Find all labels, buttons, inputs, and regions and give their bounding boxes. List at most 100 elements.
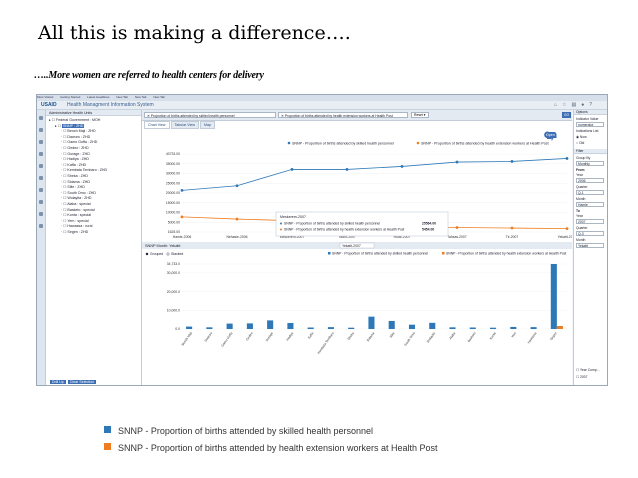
bookmark-new-tab[interactable]: New Tab	[116, 95, 128, 99]
nav-icon[interactable]	[39, 116, 43, 120]
tree-checkbox-icon[interactable]: ▸ ☐	[49, 118, 57, 122]
tree-checkbox-icon[interactable]: · ☐	[61, 168, 68, 173]
trend-data-point[interactable]	[455, 226, 459, 229]
tree-checkbox-icon[interactable]: · ☐	[61, 196, 68, 201]
tree-checkbox-icon[interactable]: · ☐	[61, 207, 68, 212]
bar[interactable]	[469, 327, 476, 329]
trend-data-point[interactable]	[510, 226, 514, 230]
bar[interactable]	[307, 327, 314, 329]
grouped-radio[interactable]	[145, 252, 149, 256]
bar[interactable]	[246, 323, 253, 329]
tree-item[interactable]: · ☐ Sidama : ZHD	[61, 180, 90, 184]
tree-checkbox-icon[interactable]: · ☐	[61, 129, 68, 134]
tree-item[interactable]: · ☐ Gurage : ZHD	[61, 152, 90, 156]
tree-checkbox-icon[interactable]: · ☐	[61, 185, 68, 190]
trend-data-point[interactable]	[235, 184, 239, 188]
star-icon[interactable]: ☆	[561, 102, 572, 108]
tree-item[interactable]: ▸ ☐ Federal Government : MOH	[49, 118, 100, 122]
nav-icon[interactable]	[39, 224, 43, 228]
tree-item[interactable]: · ☐ Dawuro : ZHD	[61, 135, 90, 139]
bar[interactable]	[556, 326, 563, 329]
bar[interactable]	[327, 327, 334, 329]
trend-data-point[interactable]	[180, 188, 184, 192]
tree-item[interactable]: · ☐ Gedeo : ZHD	[61, 146, 89, 150]
user-icon[interactable]: ●	[581, 102, 590, 108]
go-button[interactable]: GO	[562, 112, 571, 118]
tree-checkbox-icon[interactable]: · ☐	[61, 190, 68, 195]
tree-checkbox-icon[interactable]: · ☐	[61, 146, 68, 150]
tree-checkbox-icon[interactable]: · ☐	[61, 174, 68, 178]
trend-data-point[interactable]	[565, 227, 569, 231]
tree-checkbox-icon[interactable]: · ☐	[61, 134, 68, 139]
help-icon[interactable]: ?	[589, 102, 597, 108]
bar[interactable]	[226, 323, 233, 329]
tree-checkbox-icon[interactable]: · ☐	[61, 224, 68, 229]
trend-data-point[interactable]	[400, 165, 404, 168]
tree-item[interactable]: · ☐ Basketo : special	[61, 208, 95, 212]
from-quarter-select[interactable]: Q-1	[576, 190, 604, 195]
bar[interactable]	[186, 326, 193, 329]
tree-checkbox-icon[interactable]: ▸ ☐	[55, 123, 63, 128]
bar[interactable]	[449, 327, 456, 329]
tree-item[interactable]: · ☐ Bench Maji : ZHD	[61, 129, 96, 133]
bar[interactable]	[368, 316, 375, 329]
nav-icon[interactable]	[39, 140, 43, 144]
to-month-select[interactable]: Yekatit	[576, 243, 604, 248]
nav-icon[interactable]	[39, 152, 43, 156]
bar[interactable]	[267, 320, 274, 329]
to-quarter-select[interactable]: Q-3	[576, 231, 604, 236]
bookmark-getting-started[interactable]: Getting Started	[60, 95, 81, 99]
trend-data-point[interactable]	[510, 160, 514, 163]
to-year-select[interactable]: 2007	[576, 219, 604, 224]
trend-data-point[interactable]	[345, 168, 349, 171]
tree-item[interactable]: · ☐ Gamo Goffa : ZHD	[61, 140, 97, 144]
from-year-select[interactable]: 2006	[576, 178, 604, 183]
stacked-radio[interactable]	[166, 252, 170, 256]
bar[interactable]	[388, 320, 395, 329]
tree-item[interactable]: · ☐ Kembata Tembaro : ZHD	[61, 168, 107, 172]
clear-selection-button[interactable]: Clear Selection	[67, 380, 97, 384]
indicator-value-select[interactable]: numerator	[576, 122, 604, 127]
nav-icon[interactable]	[39, 176, 43, 180]
tree-checkbox-icon[interactable]: · ☐	[61, 140, 68, 145]
bookmark-latest-headlines[interactable]: Latest Headlines	[87, 95, 110, 99]
period-select[interactable]	[339, 242, 375, 249]
bar[interactable]	[408, 324, 416, 329]
radio-old[interactable]: ○ Old	[576, 141, 585, 145]
trend-data-point[interactable]	[455, 160, 459, 164]
tree-item[interactable]: · ☐ Wolayita : ZHD	[61, 196, 92, 200]
tree-item[interactable]: · ☐ Kaffa : ZHD	[61, 163, 86, 167]
bar[interactable]	[550, 264, 557, 329]
year-compare-checkbox[interactable]: ☐ Year Comp...	[576, 368, 600, 372]
tree-item[interactable]: · ☐ Konta : special	[61, 213, 91, 217]
tree-item[interactable]: · ☐ Segen : ZHD	[61, 230, 88, 234]
nav-icon[interactable]	[39, 200, 43, 204]
bookmark-most-visited[interactable]: Most Visited	[37, 95, 54, 99]
nav-icon[interactable]	[39, 128, 43, 132]
trend-data-point[interactable]	[180, 215, 184, 219]
bar[interactable]	[429, 322, 436, 329]
indicator-tab-skilled[interactable]: ✕ Proportion of births attended by skill…	[144, 112, 276, 118]
trend-open-button[interactable]: Open	[544, 131, 557, 139]
group-by-select[interactable]: Monthly	[576, 161, 604, 166]
home-icon[interactable]: ⌂	[553, 102, 562, 108]
trend-data-point[interactable]	[565, 157, 569, 160]
tree-item[interactable]: · ☐ Alaba : special	[61, 202, 91, 206]
tree-checkbox-icon[interactable]: · ☐	[61, 218, 68, 223]
from-month-select[interactable]: Hamle	[576, 202, 604, 207]
bar[interactable]	[510, 326, 517, 329]
tree-checkbox-icon[interactable]: · ☐	[61, 179, 68, 184]
tree-item[interactable]: · ☐ Sheka : ZHD	[61, 174, 88, 178]
tree-checkbox-icon[interactable]: · ☐	[61, 151, 68, 156]
tree-checkbox-icon[interactable]: · ☐	[61, 213, 68, 218]
tree-checkbox-icon[interactable]: · ☐	[61, 162, 68, 167]
bookmark-new-tab[interactable]: New Tab	[134, 95, 147, 99]
drill-up-button[interactable]: Drill Up	[50, 380, 66, 384]
tree-checkbox-icon[interactable]: · ☐	[61, 157, 68, 162]
trend-data-point[interactable]	[290, 168, 294, 171]
nav-icon[interactable]	[39, 164, 43, 168]
bar[interactable]	[287, 323, 294, 329]
trend-data-point[interactable]	[235, 217, 239, 221]
bookmark-new-tab[interactable]: New Tab	[153, 95, 165, 99]
tree-item[interactable]: · ☐ Hawassa : rural	[61, 224, 92, 228]
